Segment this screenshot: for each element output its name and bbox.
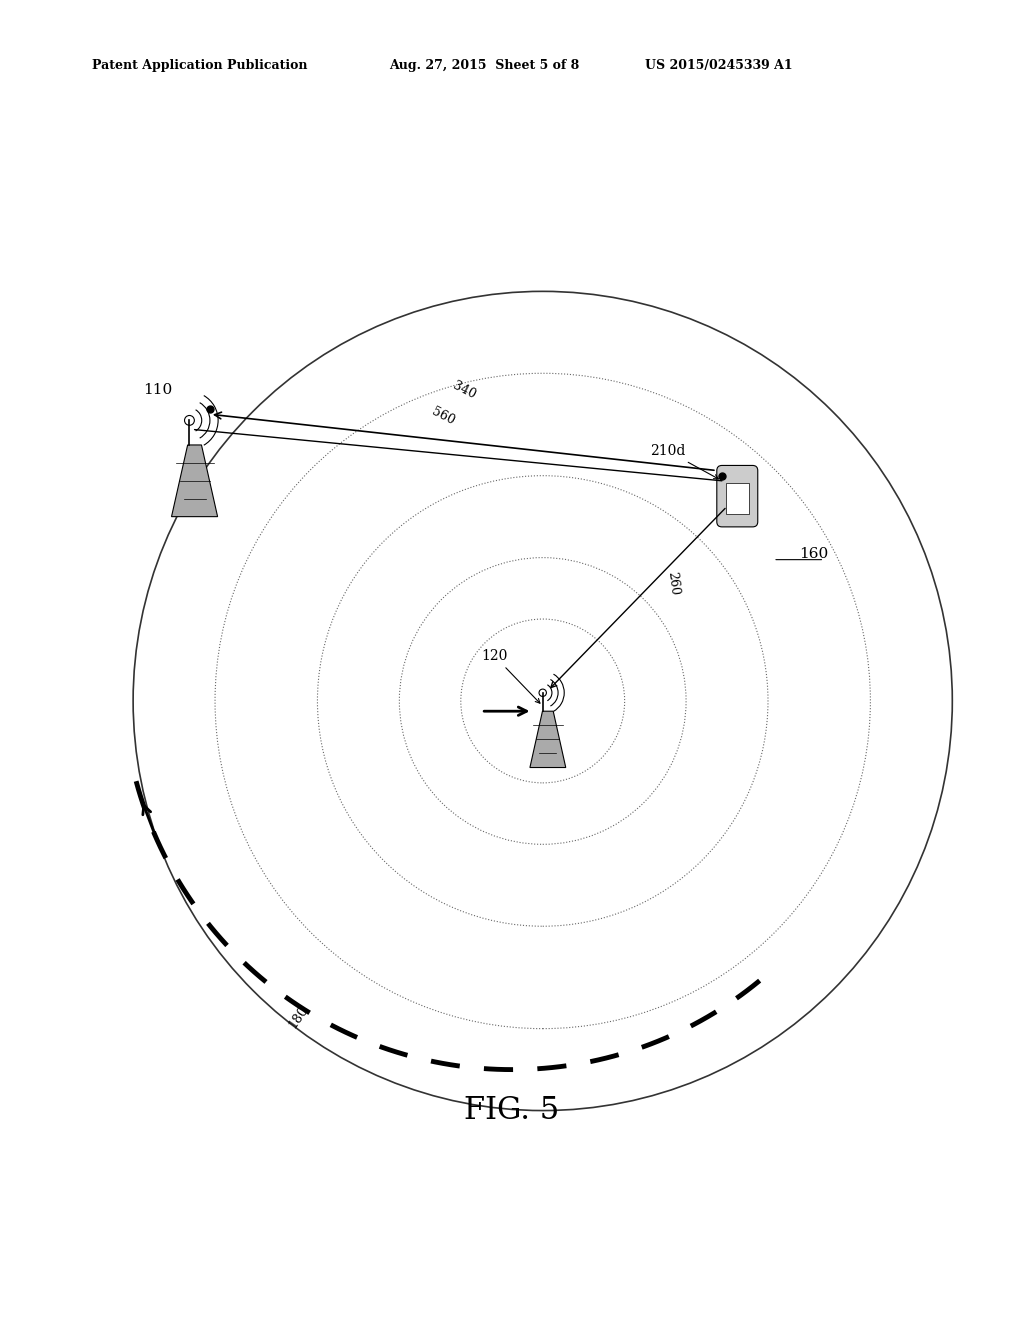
Text: 210d: 210d [650,445,719,479]
Bar [726,483,749,513]
Text: 560: 560 [430,405,458,428]
Text: 120: 120 [481,649,540,704]
Polygon shape [172,445,217,516]
Text: 160: 160 [799,546,828,561]
Polygon shape [530,711,565,767]
Text: 340: 340 [451,379,478,401]
Text: Aug. 27, 2015  Sheet 5 of 8: Aug. 27, 2015 Sheet 5 of 8 [389,59,580,73]
Text: US 2015/0245339 A1: US 2015/0245339 A1 [645,59,793,73]
Text: 110: 110 [143,383,173,397]
FancyBboxPatch shape [717,466,758,527]
Text: Patent Application Publication: Patent Application Publication [92,59,307,73]
Text: FIG. 5: FIG. 5 [464,1096,560,1126]
Text: 260: 260 [666,572,681,597]
Text: 180: 180 [287,1003,311,1031]
